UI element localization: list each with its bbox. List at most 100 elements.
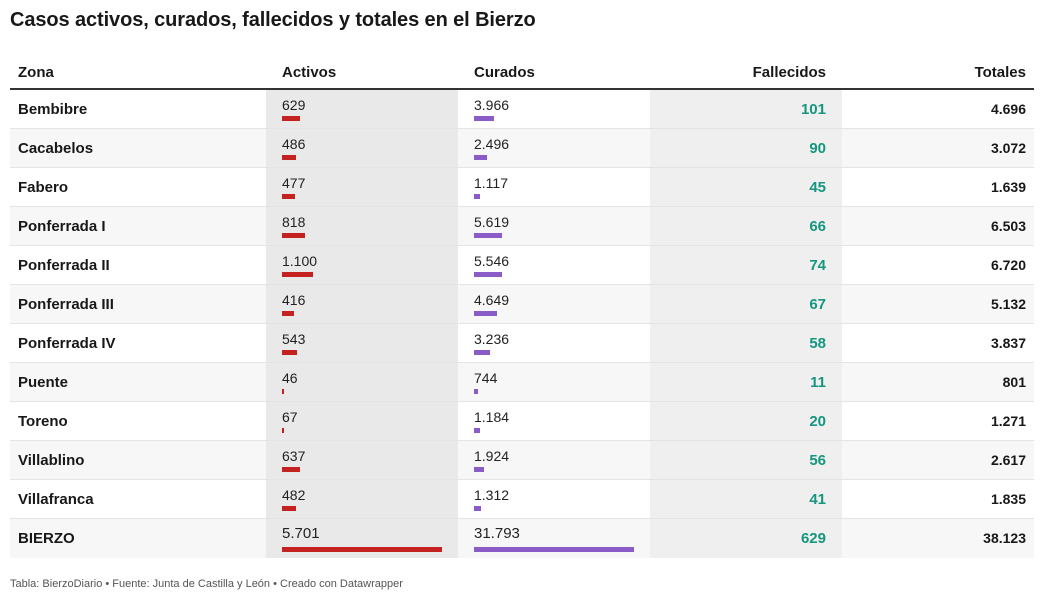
- fallecidos-value: 66: [809, 218, 826, 235]
- zona-cell: BIERZO: [18, 530, 75, 547]
- activos-column-shade: [266, 285, 458, 323]
- curados-value: 1.117: [474, 175, 508, 191]
- data-table: Zona Activos Curados Fallecidos Totales …: [10, 55, 1034, 558]
- curados-bar: [474, 311, 498, 316]
- activos-value: 486: [282, 136, 306, 152]
- fallecidos-column-shade: [650, 402, 842, 440]
- curados-value: 2.496: [474, 136, 510, 152]
- fallecidos-value: 629: [800, 530, 826, 547]
- activos-value: 1.100: [282, 253, 318, 269]
- curados-bar: [474, 272, 502, 277]
- totales-value: 801: [1002, 374, 1026, 390]
- table-row: Villablino 637 1.924 56 2.617: [10, 441, 1034, 480]
- curados-bar: [474, 506, 481, 511]
- table-row: Toreno 67 1.184 20 1.271: [10, 402, 1034, 441]
- totales-value: 2.617: [990, 452, 1026, 468]
- activos-bar: [282, 272, 313, 277]
- activos-column-shade: [266, 324, 458, 362]
- zona-cell: Ponferrada III: [18, 296, 114, 313]
- fallecidos-value: 90: [809, 140, 826, 157]
- curados-bar: [474, 547, 634, 552]
- curados-value: 1.184: [474, 409, 510, 425]
- activos-bar: [282, 155, 296, 160]
- table-row: Bembibre 629 3.966 101 4.696: [10, 90, 1034, 129]
- activos-value: 67: [282, 409, 298, 425]
- activos-column-shade: [266, 363, 458, 401]
- fallecidos-value: 11: [810, 374, 826, 391]
- totales-value: 5.132: [990, 296, 1026, 312]
- curados-value: 744: [474, 370, 498, 386]
- fallecidos-value: 74: [809, 257, 826, 274]
- curados-bar: [474, 350, 491, 355]
- zona-cell: Cacabelos: [18, 140, 94, 157]
- table-row: Cacabelos 486 2.496 90 3.072: [10, 129, 1034, 168]
- table-row: BIERZO 5.701 31.793 629 38.123: [10, 519, 1034, 558]
- table-row: Ponferrada II 1.100 5.546 74 6.720: [10, 246, 1034, 285]
- activos-bar: [282, 389, 284, 394]
- fallecidos-column-shade: [650, 441, 842, 479]
- activos-column-shade: [266, 207, 458, 245]
- curados-value: 3.966: [474, 97, 510, 113]
- activos-value: 416: [282, 292, 306, 308]
- activos-bar: [282, 311, 294, 316]
- activos-column-shade: [266, 480, 458, 518]
- table-row: Ponferrada III 416 4.649 67 5.132: [10, 285, 1034, 324]
- activos-bar: [282, 233, 305, 238]
- curados-value: 5.546: [474, 253, 510, 269]
- header-curados[interactable]: Curados: [474, 64, 535, 81]
- zona-cell: Toreno: [18, 413, 68, 430]
- totales-value: 38.123: [983, 530, 1026, 546]
- activos-value: 482: [282, 487, 306, 503]
- activos-value: 5.701: [282, 525, 320, 542]
- activos-bar: [282, 194, 296, 199]
- totales-value: 4.696: [990, 101, 1026, 117]
- fallecidos-column-shade: [650, 207, 842, 245]
- curados-bar: [474, 155, 487, 160]
- curados-value: 5.619: [474, 214, 510, 230]
- fallecidos-column-shade: [650, 168, 842, 206]
- zona-cell: Villafranca: [18, 491, 94, 508]
- fallecidos-column-shade: [650, 285, 842, 323]
- zona-cell: Ponferrada I: [18, 218, 106, 235]
- fallecidos-column-shade: [650, 129, 842, 167]
- header-fallecidos[interactable]: Fallecidos: [752, 64, 826, 81]
- totales-value: 1.271: [990, 413, 1026, 429]
- zona-cell: Villablino: [18, 452, 85, 469]
- curados-value: 1.924: [474, 448, 510, 464]
- table-header: Zona Activos Curados Fallecidos Totales: [10, 55, 1034, 90]
- fallecidos-column-shade: [650, 246, 842, 284]
- curados-bar: [474, 467, 484, 472]
- header-activos[interactable]: Activos: [282, 64, 337, 81]
- zona-cell: Bembibre: [18, 101, 88, 118]
- table-row: Ponferrada I 818 5.619 66 6.503: [10, 207, 1034, 246]
- curados-bar: [474, 116, 494, 121]
- activos-value: 477: [282, 175, 306, 191]
- table-body: Bembibre 629 3.966 101 4.696 Cacabelos 486 2.49…: [10, 90, 1034, 558]
- fallecidos-value: 56: [809, 452, 826, 469]
- curados-bar: [474, 233, 503, 238]
- activos-value: 637: [282, 448, 306, 464]
- header-zona[interactable]: Zona: [18, 64, 54, 81]
- totales-value: 3.072: [990, 140, 1026, 156]
- activos-bar: [282, 350, 298, 355]
- totales-value: 1.639: [990, 179, 1026, 195]
- curados-value: 1.312: [474, 487, 510, 503]
- table-row: Ponferrada IV 543 3.236 58 3.837: [10, 324, 1034, 363]
- zona-cell: Ponferrada II: [18, 257, 110, 274]
- activos-bar: [282, 467, 300, 472]
- totales-value: 6.720: [990, 257, 1026, 273]
- activos-value: 543: [282, 331, 306, 347]
- totales-value: 1.835: [990, 491, 1026, 507]
- activos-bar: [282, 428, 284, 433]
- activos-value: 818: [282, 214, 306, 230]
- chart-title: Casos activos, curados, fallecidos y tot…: [10, 9, 536, 31]
- zona-cell: Ponferrada IV: [18, 335, 116, 352]
- curados-value: 31.793: [474, 525, 520, 542]
- header-totales[interactable]: Totales: [974, 64, 1026, 81]
- table-row: Puente 46 744 11 801: [10, 363, 1034, 402]
- activos-column-shade: [266, 402, 458, 440]
- fallecidos-value: 20: [809, 413, 826, 430]
- totales-value: 3.837: [990, 335, 1026, 351]
- fallecidos-column-shade: [650, 519, 842, 558]
- activos-column-shade: [266, 246, 458, 284]
